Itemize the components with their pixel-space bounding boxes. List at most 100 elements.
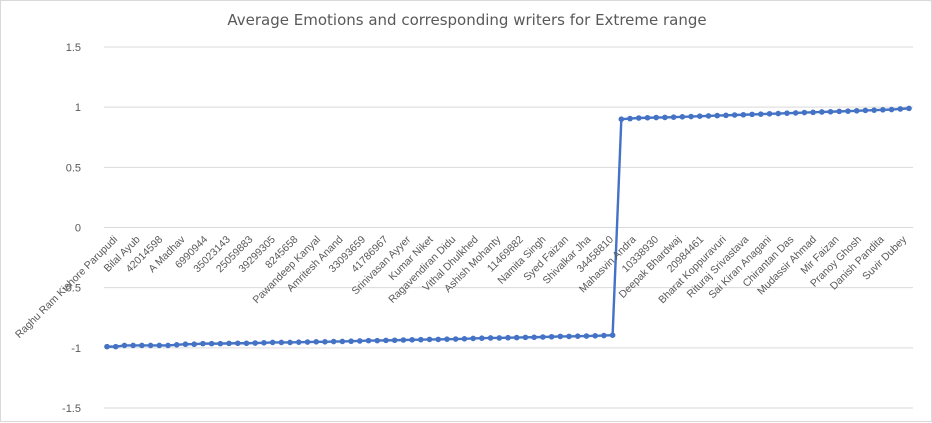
data-point <box>104 343 110 350</box>
data-point <box>784 110 790 116</box>
data-point <box>819 109 825 115</box>
data-point <box>653 114 659 121</box>
y-tick-label: 0.5 <box>66 162 81 174</box>
data-point <box>304 339 311 345</box>
data-point <box>670 114 677 120</box>
data-point <box>322 339 328 345</box>
data-point <box>383 337 389 344</box>
y-tick-label: 1 <box>75 102 81 114</box>
data-point <box>452 336 459 342</box>
y-tick-label: 0 <box>75 223 81 235</box>
data-point <box>487 335 494 341</box>
data-point <box>714 112 721 119</box>
data-point <box>182 341 189 348</box>
data-point <box>688 113 694 120</box>
data-point <box>243 340 250 347</box>
data-point <box>208 340 215 347</box>
data-point <box>897 106 904 112</box>
data-point <box>374 337 381 344</box>
data-point <box>173 342 180 348</box>
y-tick-label: -1.5 <box>62 403 81 415</box>
data-point <box>906 105 912 112</box>
data-point <box>566 333 572 340</box>
data-point <box>888 106 895 113</box>
data-point <box>252 340 258 346</box>
data-point <box>435 336 442 343</box>
data-point <box>801 109 808 116</box>
data-point <box>461 336 468 342</box>
data-point <box>775 110 782 117</box>
data-point <box>592 333 598 339</box>
data-point <box>766 110 773 117</box>
data-point <box>479 335 485 342</box>
data-point <box>365 337 372 344</box>
data-point <box>505 334 511 341</box>
data-point <box>679 113 686 120</box>
data-point <box>496 335 503 341</box>
data-point <box>261 339 267 346</box>
data-point <box>749 111 755 118</box>
y-tick-label: -1 <box>71 343 81 355</box>
y-tick-label: 1.5 <box>66 42 81 54</box>
data-point <box>130 342 136 349</box>
data-point <box>513 334 520 341</box>
data-point <box>583 333 590 339</box>
data-point <box>740 111 747 118</box>
data-point <box>287 339 293 346</box>
data-point <box>557 333 564 340</box>
data-point <box>635 115 642 121</box>
data-point <box>217 340 224 347</box>
data-point <box>269 339 276 346</box>
data-point <box>723 112 729 119</box>
data-point <box>444 336 450 342</box>
data-point <box>792 110 799 116</box>
data-point <box>112 343 119 350</box>
data-point <box>644 114 651 121</box>
data-point <box>627 115 633 122</box>
data-point <box>348 338 354 345</box>
data-point <box>357 338 363 344</box>
data-point <box>827 108 834 115</box>
data-point <box>418 336 424 343</box>
data-point <box>731 112 738 118</box>
data-point <box>540 334 546 340</box>
data-point <box>880 107 886 113</box>
data-point <box>234 340 241 347</box>
chart-title: Average Emotions and corresponding write… <box>227 11 707 29</box>
data-point <box>696 113 703 119</box>
data-point <box>862 107 869 114</box>
data-point <box>400 337 407 343</box>
data-point <box>601 332 607 339</box>
data-point <box>330 338 337 345</box>
data-point <box>836 108 843 115</box>
data-point <box>295 339 302 345</box>
data-point <box>609 332 616 338</box>
data-point <box>226 340 232 347</box>
data-point <box>139 342 145 349</box>
data-point <box>810 109 816 116</box>
data-point <box>853 107 860 114</box>
data-point <box>147 342 154 349</box>
data-point <box>426 336 433 343</box>
data-point <box>278 339 285 346</box>
data-point <box>845 108 851 114</box>
data-point <box>409 336 415 343</box>
data-point <box>391 337 398 344</box>
data-point <box>313 339 320 345</box>
y-tick-label: -0.5 <box>62 283 81 295</box>
data-point <box>191 341 197 348</box>
data-point <box>618 116 625 122</box>
data-point <box>470 335 476 342</box>
data-point <box>339 338 346 345</box>
data-point <box>200 340 206 347</box>
data-point <box>121 342 128 349</box>
data-point <box>705 113 712 119</box>
data-point <box>156 342 163 349</box>
data-point <box>871 107 877 113</box>
data-point <box>662 114 668 121</box>
data-point <box>522 334 529 341</box>
data-point <box>574 333 581 339</box>
data-point <box>548 333 555 340</box>
